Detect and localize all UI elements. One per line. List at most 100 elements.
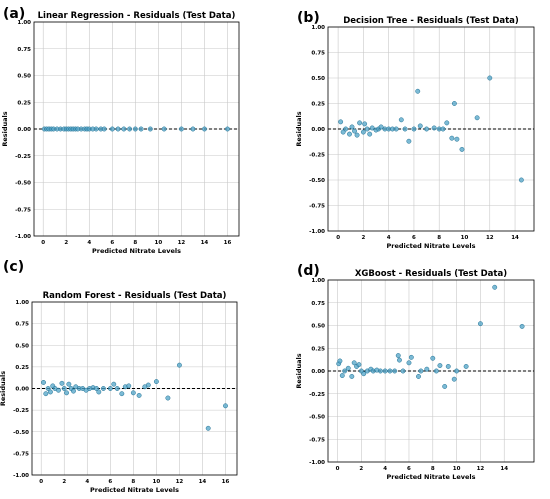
data-point <box>41 379 46 385</box>
x-tick-label: 0 <box>39 479 43 485</box>
data-point <box>64 390 70 396</box>
data-point <box>96 389 102 395</box>
panel-letter: (d) <box>297 263 320 279</box>
y-tick-label: 0.50 <box>15 343 29 349</box>
panel-letter: (c) <box>3 259 24 275</box>
data-point <box>354 132 360 138</box>
x-tick-label: 4 <box>87 240 91 246</box>
data-point <box>111 381 117 387</box>
y-tick-label: 0.25 <box>15 365 29 371</box>
data-point <box>364 126 370 132</box>
x-tick-label: 14 <box>199 479 207 485</box>
y-tick-label: 0.25 <box>17 100 31 106</box>
y-tick-label: -0.25 <box>13 408 29 414</box>
data-point <box>433 368 439 374</box>
x-tick-label: 0 <box>41 240 45 246</box>
x-tick-label: 16 <box>222 479 230 485</box>
x-axis-label: Predicted Nitrate Levels <box>90 486 179 494</box>
data-point <box>492 284 498 290</box>
panel-1: 0 2 4 6 8 10 12 14 16 -1.00 -0.75 -0.50 -0.25 0.00 0.2… <box>1 6 240 255</box>
data-point <box>487 75 493 81</box>
x-tick-label: 6 <box>412 235 416 241</box>
data-point <box>93 126 99 132</box>
x-tick-label: 0 <box>336 466 340 472</box>
data-point <box>225 126 230 132</box>
y-tick-label: 0.50 <box>311 76 325 82</box>
data-point <box>440 126 446 132</box>
data-point <box>176 362 182 368</box>
y-tick-label: 0.25 <box>311 346 325 352</box>
data-point <box>127 126 133 132</box>
data-point <box>459 146 465 152</box>
y-tick-label: -0.75 <box>309 437 325 443</box>
data-point <box>349 124 355 130</box>
data-point <box>119 391 125 397</box>
data-point <box>161 126 167 132</box>
data-point <box>400 368 406 374</box>
x-tick-label: 12 <box>486 235 494 241</box>
data-point <box>343 126 349 132</box>
data-point <box>43 391 49 397</box>
panel-4: 0 2 4 6 8 10 12 14 -1.00 -0.75 -0.50 -0.25 0.00 0.25 0… <box>295 263 535 481</box>
data-point <box>360 129 366 135</box>
data-point <box>411 126 417 132</box>
y-tick-label: 0.75 <box>311 51 325 57</box>
panel-3: 0 2 4 6 8 10 12 14 16 -1.00 -0.75 -0.50 -0.25 0.00 0.2… <box>0 259 238 494</box>
x-axis-label: Predicted Nitrate Levels <box>92 247 181 255</box>
y-tick-label: -1.00 <box>309 229 325 235</box>
x-tick-label: 8 <box>133 240 137 246</box>
x-tick-label: 10 <box>153 479 161 485</box>
panel-letter: (a) <box>3 6 25 22</box>
data-point <box>351 360 357 366</box>
data-point <box>109 126 115 132</box>
data-point <box>518 177 524 183</box>
y-tick-label: -0.75 <box>13 451 29 457</box>
x-tick-label: 12 <box>176 479 184 485</box>
x-tick-label: 2 <box>62 479 66 485</box>
data-point <box>463 364 469 369</box>
data-point <box>339 373 345 378</box>
data-point <box>205 425 211 431</box>
data-point <box>442 384 448 389</box>
x-tick-label: 2 <box>64 240 68 246</box>
y-tick-label: -0.75 <box>15 207 31 213</box>
data-point <box>71 388 76 394</box>
data-point <box>107 386 113 391</box>
data-point <box>474 115 480 121</box>
y-tick-label: -0.50 <box>309 178 325 184</box>
data-point <box>406 138 412 144</box>
x-tick-label: 10 <box>453 466 461 472</box>
x-tick-label: 8 <box>437 235 441 241</box>
data-point <box>47 389 53 395</box>
data-point <box>61 386 67 391</box>
data-point <box>338 119 344 125</box>
y-axis-label: Residuals <box>295 111 303 146</box>
y-tick-label: -0.25 <box>309 153 325 159</box>
y-tick-label: -1.00 <box>13 473 29 479</box>
data-point <box>357 120 363 126</box>
x-tick-label: 16 <box>224 240 232 246</box>
data-point <box>416 374 421 379</box>
data-point <box>430 355 436 361</box>
y-tick-label: 0.50 <box>17 74 31 80</box>
x-axis-label: Predicted Nitrate Levels <box>387 473 476 481</box>
x-tick-label: 14 <box>511 235 519 241</box>
data-point <box>367 131 373 137</box>
y-tick-label: 1.00 <box>17 20 31 26</box>
data-point <box>408 354 414 360</box>
plot-frame <box>33 21 240 237</box>
y-tick-label: 0.00 <box>311 127 325 133</box>
data-point <box>519 323 525 329</box>
panel-letter: (b) <box>297 10 320 26</box>
data-point <box>223 403 228 409</box>
data-point <box>45 386 51 391</box>
data-point <box>417 123 423 129</box>
data-point <box>362 121 368 127</box>
data-point <box>361 371 367 377</box>
data-point <box>378 124 384 130</box>
x-tick-label: 4 <box>387 235 391 241</box>
y-tick-label: -0.75 <box>309 204 325 210</box>
x-tick-label: 2 <box>361 235 365 241</box>
data-point <box>454 136 460 142</box>
